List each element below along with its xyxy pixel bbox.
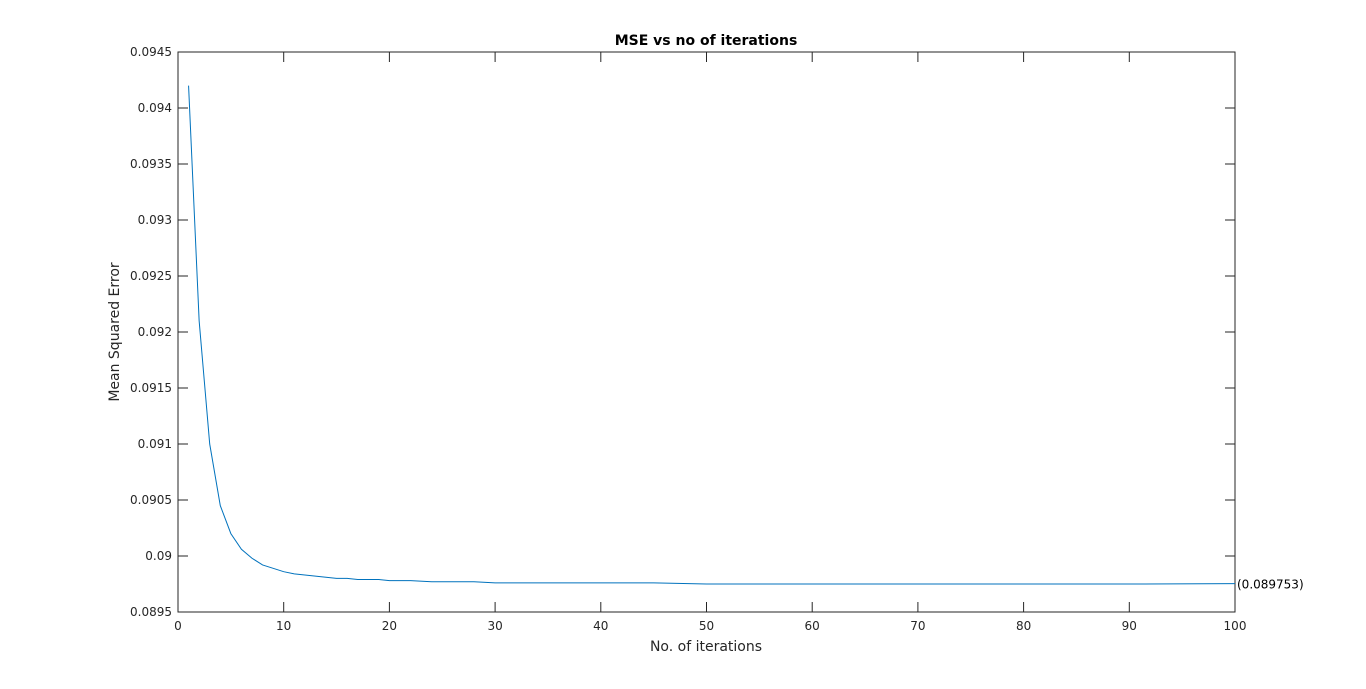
y-tick-label: 0.092 (138, 325, 172, 339)
y-tick-label: 0.0915 (130, 381, 172, 395)
y-tick-label: 0.0945 (130, 45, 172, 59)
x-tick-label: 70 (910, 619, 925, 633)
x-axis-label: No. of iterations (650, 639, 762, 655)
x-tick-label: 0 (174, 619, 182, 633)
y-tick-label: 0.093 (138, 213, 172, 227)
y-axis-label: Mean Squared Error (107, 262, 123, 402)
x-tick-label: 40 (593, 619, 608, 633)
x-tick-label: 60 (805, 619, 820, 633)
x-tick-label: 90 (1122, 619, 1137, 633)
axis-ticks (177, 51, 1236, 613)
x-tick-label: 100 (1224, 619, 1247, 633)
plot-area (177, 51, 1236, 613)
y-tick-label: 0.0895 (130, 605, 172, 619)
y-tick-label: 0.091 (138, 437, 172, 451)
axis-tick-labels: 0 10 20 30 40 50 60 70 80 90 100 0.0895 0.09 0.0905 0.… (130, 45, 1246, 633)
x-tick-label: 30 (487, 619, 502, 633)
end-value-annotation: (0.089753) (1237, 578, 1304, 592)
x-tick-label: 80 (1016, 619, 1031, 633)
x-tick-label: 20 (382, 619, 397, 633)
series-line (188, 85, 1236, 585)
y-tick-label: 0.0925 (130, 269, 172, 283)
y-tick-label: 0.09 (145, 549, 172, 563)
y-tick-label: 0.0935 (130, 157, 172, 171)
chart-title: MSE vs no of iterations (615, 33, 798, 49)
x-tick-label: 50 (699, 619, 714, 633)
y-tick-label: 0.094 (138, 101, 172, 115)
x-tick-label: 10 (276, 619, 291, 633)
y-tick-label: 0.0905 (130, 493, 172, 507)
